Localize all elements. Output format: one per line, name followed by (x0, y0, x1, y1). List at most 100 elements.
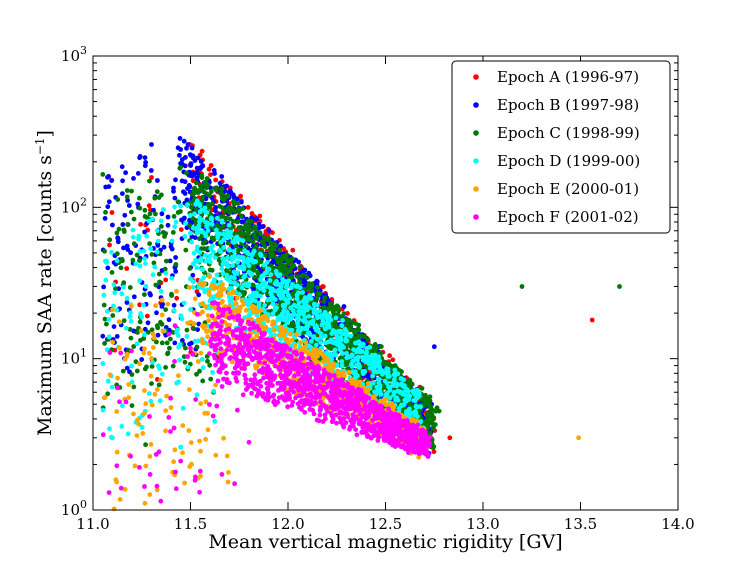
data-point (206, 318, 212, 323)
data-point (284, 310, 290, 315)
data-point (226, 222, 232, 228)
data-point (208, 172, 213, 178)
data-point (168, 336, 173, 342)
data-point (100, 172, 106, 177)
data-point (117, 497, 123, 502)
data-point (194, 392, 200, 398)
data-point (294, 296, 300, 302)
data-point (159, 224, 164, 229)
data-point (154, 487, 160, 493)
data-point (196, 223, 202, 229)
data-point (219, 285, 225, 291)
data-point (119, 291, 125, 297)
data-point (296, 311, 302, 317)
data-point (303, 299, 308, 305)
data-point (298, 340, 304, 345)
data-point (271, 257, 277, 263)
data-point (214, 223, 220, 228)
data-point (171, 459, 177, 465)
data-point (182, 359, 188, 365)
data-point (227, 233, 233, 239)
data-point (209, 222, 215, 227)
data-point (207, 253, 213, 259)
data-point (221, 223, 227, 229)
data-point (135, 171, 141, 176)
data-point (240, 263, 246, 268)
data-point (157, 366, 162, 371)
data-point (259, 239, 265, 245)
data-point (389, 400, 394, 406)
data-point (270, 311, 276, 316)
data-point (235, 219, 241, 225)
data-point (205, 410, 211, 416)
data-point (210, 370, 215, 375)
data-point (181, 189, 186, 195)
data-point (432, 422, 438, 427)
data-point (189, 173, 195, 179)
data-point (164, 393, 170, 399)
data-point (124, 325, 129, 331)
data-point (155, 178, 160, 183)
data-point (313, 309, 319, 314)
data-point (345, 323, 351, 328)
data-point (197, 236, 202, 242)
data-point (314, 278, 320, 284)
data-point (124, 188, 130, 193)
data-point (252, 298, 258, 304)
data-point (217, 203, 223, 209)
data-point (258, 293, 263, 299)
data-point (149, 327, 155, 333)
data-point (294, 292, 300, 298)
data-point (275, 282, 280, 287)
data-point (152, 264, 158, 270)
data-point (377, 383, 383, 389)
data-point (290, 247, 296, 253)
data-point (411, 390, 417, 396)
data-point (272, 307, 278, 313)
data-point (321, 299, 327, 304)
data-point (212, 255, 218, 260)
data-point (245, 233, 251, 239)
data-point (100, 407, 106, 413)
data-point (220, 271, 226, 276)
data-point (146, 203, 152, 209)
data-point (342, 331, 348, 337)
data-point (207, 362, 213, 368)
data-point (128, 209, 134, 215)
data-point (262, 303, 267, 308)
data-point (114, 409, 120, 414)
data-point (223, 327, 229, 333)
data-point (322, 326, 328, 331)
data-point (289, 256, 295, 262)
data-point (380, 371, 385, 377)
data-point (235, 260, 240, 265)
data-point (355, 373, 360, 379)
data-point (273, 243, 279, 249)
data-point (295, 283, 300, 289)
data-point (305, 285, 311, 291)
data-point (268, 290, 274, 296)
data-point (378, 344, 384, 349)
data-point (178, 227, 184, 233)
data-point (149, 252, 155, 257)
data-point (262, 280, 268, 285)
data-point (224, 322, 230, 328)
data-point (110, 313, 116, 318)
data-point (589, 317, 595, 323)
data-point (102, 258, 108, 264)
data-point (377, 364, 383, 370)
data-point (278, 336, 283, 342)
data-point (268, 330, 273, 335)
data-point (299, 325, 305, 331)
data-point (202, 320, 208, 326)
data-point (161, 244, 167, 250)
data-point (155, 238, 161, 244)
data-point (295, 274, 301, 279)
data-point (100, 333, 106, 339)
data-point (379, 398, 385, 404)
data-point (300, 290, 305, 295)
data-point (109, 270, 115, 275)
data-point (219, 174, 225, 179)
data-point (225, 206, 231, 212)
data-point (180, 405, 186, 411)
